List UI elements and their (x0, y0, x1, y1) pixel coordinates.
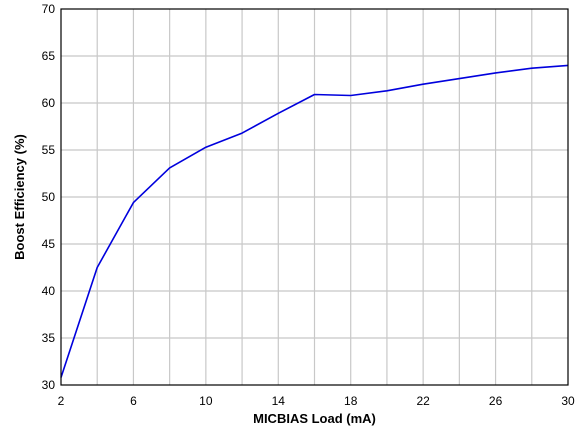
y-tick-label: 45 (42, 237, 56, 251)
x-tick-label: 30 (561, 394, 575, 408)
y-tick-label: 40 (42, 284, 56, 298)
y-tick-label: 30 (42, 378, 56, 392)
y-tick-label: 65 (42, 49, 56, 63)
x-tick-label: 18 (344, 394, 358, 408)
series-line (60, 64, 569, 378)
series-layer (60, 64, 569, 378)
y-axis-title: Boost Efficiency (%) (12, 134, 27, 260)
y-tick-label: 70 (42, 2, 56, 16)
x-axis-title: MICBIAS Load (mA) (253, 411, 376, 426)
x-tick-label: 26 (489, 394, 503, 408)
x-tick-label: 14 (272, 394, 286, 408)
y-tick-label: 60 (42, 96, 56, 110)
x-tick-label: 10 (199, 394, 213, 408)
x-tick-label: 6 (130, 394, 137, 408)
x-tick-label: 22 (416, 394, 430, 408)
plot-frame (60, 8, 569, 386)
grid (61, 9, 568, 385)
y-tick-label: 50 (42, 190, 56, 204)
x-tick-label: 2 (58, 394, 65, 408)
y-tick-label: 55 (42, 143, 56, 157)
y-tick-label: 35 (42, 331, 56, 345)
